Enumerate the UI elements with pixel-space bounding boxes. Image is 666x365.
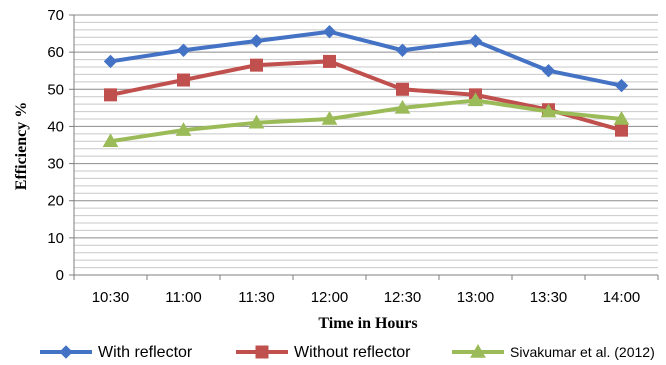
y-tick-label: 30 [47,156,64,173]
x-tick-labels: 10:30 11:00 11:30 12:00 12:30 13:00 13:30 14:00 [92,289,641,306]
y-tick-label: 40 [47,118,64,135]
legend: With reflector Without reflector Sivakumar… [40,343,655,361]
data-point [321,110,338,125]
data-point [102,133,119,148]
legend-item: With reflector [40,344,193,361]
y-tick-label: 60 [47,44,64,61]
x-tick-label: 14:00 [603,289,641,306]
y-tick-label: 70 [47,7,64,24]
data-point [176,43,191,57]
axes [69,14,659,280]
x-tick-label: 13:00 [457,289,495,306]
y-tick-labels: 0 10 20 30 40 50 60 70 [47,7,64,284]
x-tick-label: 11:00 [165,289,201,306]
y-tick-label: 50 [47,81,64,98]
y-tick-label: 10 [47,230,64,247]
data-point [541,64,556,78]
x-tick-label: 10:30 [92,289,130,306]
legend-item: Sivakumar et al. (2012) [452,343,655,360]
series-line [110,29,622,88]
data-point [103,54,118,69]
y-axis-title: Efficiency % [13,102,30,190]
data-point [395,43,410,57]
data-point [322,25,337,39]
data-point [104,88,117,102]
series-1 [103,25,629,93]
legend-label: Sivakumar et al. (2012) [510,344,655,360]
y-tick-label: 0 [56,267,64,284]
data-point [323,54,336,68]
data-point [249,34,264,48]
x-tick-label: 13:30 [530,289,568,306]
x-tick-label: 11:30 [238,289,274,306]
series-lines [102,25,630,148]
x-axis-title: Time in Hours [318,315,417,332]
x-tick-label: 12:30 [384,289,422,306]
data-point [175,122,192,136]
series-line [110,59,623,133]
legend-label: With reflector [98,344,193,361]
data-point [468,34,483,48]
data-point [467,92,484,107]
series-3 [102,92,630,148]
legend-label: Without reflector [294,344,411,361]
data-point [614,78,629,93]
legend-item: Without reflector [236,344,411,361]
data-point [394,99,411,114]
data-point [396,82,409,96]
data-point [540,103,557,118]
x-tick-label: 12:00 [311,289,349,306]
data-point [177,73,190,87]
series-line [110,98,622,144]
legend-marker [59,345,73,359]
legend-marker [470,343,486,358]
data-point [613,110,630,125]
y-tick-label: 20 [47,193,64,210]
data-point [250,58,263,72]
data-point [248,114,265,129]
data-point [615,123,628,137]
legend-marker [255,345,269,359]
